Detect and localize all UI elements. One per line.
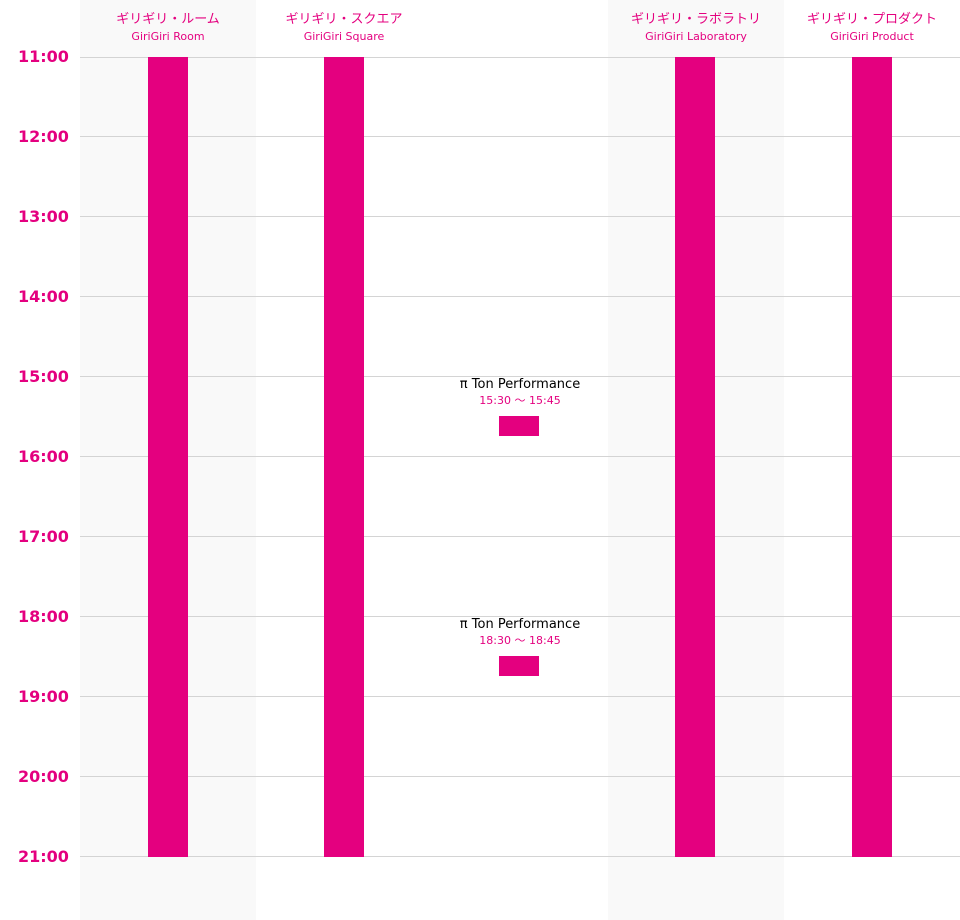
hour-gridline [80,536,960,537]
event-time: 18:30 〜 18:45 [479,634,561,647]
room-schedule-bar-laboratory[interactable] [675,57,715,857]
time-label: 17:00 [18,527,69,546]
room-name-en: GiriGiri Laboratory [645,30,747,43]
room-name-jp: ギリギリ・ルーム [116,12,220,27]
time-label: 13:00 [18,207,69,226]
time-label: 18:00 [18,607,69,626]
time-label: 20:00 [18,767,69,786]
column-header-laboratory: ギリギリ・ラボラトリ GiriGiri Laboratory [608,11,784,45]
room-name-en: GiriGiri Room [131,30,205,43]
time-label: 15:00 [18,367,69,386]
time-label: 14:00 [18,287,69,306]
event-title: π Ton Performance [459,617,581,632]
event-label: π Ton Performance 18:30 〜 18:45 [432,617,608,649]
time-label: 11:00 [18,47,69,66]
hour-gridline [80,456,960,457]
hour-gridline [80,376,960,377]
event-block[interactable] [499,656,539,676]
hour-gridline [80,616,960,617]
room-schedule-bar-product[interactable] [852,57,892,857]
time-label: 12:00 [18,127,69,146]
hour-gridline [80,136,960,137]
hour-gridline [80,57,960,58]
time-label: 19:00 [18,687,69,706]
event-block[interactable] [499,416,539,436]
hour-gridline [80,216,960,217]
event-time: 15:30 〜 15:45 [479,394,561,407]
event-title: π Ton Performance [459,377,581,392]
room-name-en: GiriGiri Square [303,30,385,43]
time-label: 21:00 [18,847,69,866]
room-name-jp: ギリギリ・スクエア [285,12,403,27]
room-name-en: GiriGiri Product [830,30,914,43]
column-header-product: ギリギリ・プロダクト GiriGiri Product [784,11,960,45]
hour-gridline [80,696,960,697]
room-name-jp: ギリギリ・ラボラトリ [630,12,761,27]
room-name-jp: ギリギリ・プロダクト [806,12,937,27]
hour-gridline [80,296,960,297]
hour-gridline [80,776,960,777]
room-schedule-bar-room[interactable] [148,57,188,857]
column-header-square: ギリギリ・スクエア GiriGiri Square [256,11,432,45]
event-label: π Ton Performance 15:30 〜 15:45 [432,377,608,409]
time-label: 16:00 [18,447,69,466]
column-header-room: ギリギリ・ルーム GiriGiri Room [80,11,256,45]
room-schedule-bar-square[interactable] [324,57,364,857]
hour-gridline [80,856,960,857]
